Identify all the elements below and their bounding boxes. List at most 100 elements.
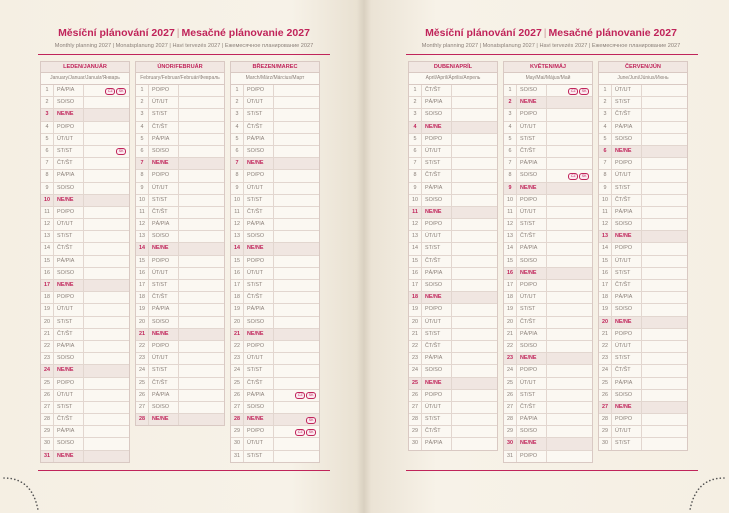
note-field[interactable] xyxy=(547,97,592,108)
note-field[interactable] xyxy=(547,219,592,230)
note-field[interactable] xyxy=(274,195,319,206)
note-field[interactable] xyxy=(84,170,129,181)
note-field[interactable] xyxy=(452,183,497,194)
note-field[interactable] xyxy=(274,158,319,169)
note-field[interactable] xyxy=(642,158,687,169)
note-field[interactable] xyxy=(452,438,497,449)
note-field[interactable] xyxy=(179,341,224,352)
note-field[interactable] xyxy=(274,134,319,145)
note-field[interactable] xyxy=(179,268,224,279)
note-field[interactable] xyxy=(547,341,592,352)
note-field[interactable] xyxy=(452,268,497,279)
note-field[interactable] xyxy=(179,390,224,401)
note-field[interactable] xyxy=(274,122,319,133)
note-field[interactable] xyxy=(547,438,592,449)
note-field[interactable] xyxy=(274,378,319,389)
note-field[interactable] xyxy=(84,390,129,401)
note-field[interactable]: CZ SK xyxy=(547,170,592,181)
note-field[interactable] xyxy=(452,341,497,352)
note-field[interactable] xyxy=(179,317,224,328)
note-field[interactable] xyxy=(452,292,497,303)
note-field[interactable] xyxy=(642,390,687,401)
note-field[interactable] xyxy=(452,97,497,108)
note-field[interactable] xyxy=(179,195,224,206)
note-field[interactable] xyxy=(274,317,319,328)
note-field[interactable] xyxy=(274,207,319,218)
note-field[interactable] xyxy=(547,378,592,389)
note-field[interactable]: SK xyxy=(84,146,129,157)
note-field[interactable] xyxy=(642,292,687,303)
note-field[interactable] xyxy=(642,256,687,267)
note-field[interactable] xyxy=(179,85,224,96)
note-field[interactable]: SK xyxy=(274,414,319,425)
note-field[interactable] xyxy=(642,378,687,389)
note-field[interactable] xyxy=(274,280,319,291)
note-field[interactable] xyxy=(274,170,319,181)
note-field[interactable] xyxy=(642,304,687,315)
note-field[interactable] xyxy=(179,158,224,169)
note-field[interactable] xyxy=(642,353,687,364)
note-field[interactable] xyxy=(642,195,687,206)
note-field[interactable] xyxy=(179,170,224,181)
note-field[interactable] xyxy=(84,353,129,364)
note-field[interactable] xyxy=(274,243,319,254)
note-field[interactable] xyxy=(179,219,224,230)
note-field[interactable] xyxy=(84,378,129,389)
note-field[interactable] xyxy=(452,207,497,218)
note-field[interactable] xyxy=(179,304,224,315)
note-field[interactable] xyxy=(179,402,224,413)
note-field[interactable] xyxy=(84,438,129,449)
note-field[interactable] xyxy=(179,280,224,291)
note-field[interactable] xyxy=(274,109,319,120)
note-field[interactable] xyxy=(642,146,687,157)
note-field[interactable] xyxy=(452,122,497,133)
note-field[interactable] xyxy=(452,231,497,242)
note-field[interactable] xyxy=(452,304,497,315)
note-field[interactable] xyxy=(84,122,129,133)
note-field[interactable] xyxy=(179,122,224,133)
note-field[interactable] xyxy=(452,390,497,401)
note-field[interactable] xyxy=(452,365,497,376)
note-field[interactable] xyxy=(274,219,319,230)
note-field[interactable] xyxy=(452,280,497,291)
note-field[interactable] xyxy=(642,268,687,279)
note-field[interactable] xyxy=(642,280,687,291)
note-field[interactable] xyxy=(452,158,497,169)
note-field[interactable] xyxy=(547,390,592,401)
note-field[interactable] xyxy=(452,109,497,120)
note-field[interactable]: CZ SK xyxy=(274,426,319,437)
note-field[interactable] xyxy=(179,329,224,340)
note-field[interactable] xyxy=(452,353,497,364)
note-field[interactable] xyxy=(547,329,592,340)
note-field[interactable] xyxy=(547,280,592,291)
note-field[interactable] xyxy=(547,414,592,425)
note-field[interactable] xyxy=(547,183,592,194)
note-field[interactable] xyxy=(547,292,592,303)
note-field[interactable] xyxy=(452,85,497,96)
note-field[interactable] xyxy=(547,304,592,315)
note-field[interactable] xyxy=(179,231,224,242)
note-field[interactable] xyxy=(452,256,497,267)
note-field[interactable] xyxy=(84,365,129,376)
note-field[interactable] xyxy=(84,195,129,206)
note-field[interactable] xyxy=(452,329,497,340)
note-field[interactable] xyxy=(642,402,687,413)
note-field[interactable] xyxy=(179,146,224,157)
note-field[interactable] xyxy=(642,134,687,145)
note-field[interactable] xyxy=(274,353,319,364)
note-field[interactable] xyxy=(84,219,129,230)
note-field[interactable] xyxy=(84,97,129,108)
note-field[interactable] xyxy=(642,426,687,437)
note-field[interactable] xyxy=(547,195,592,206)
note-field[interactable] xyxy=(642,231,687,242)
note-field[interactable] xyxy=(84,207,129,218)
note-field[interactable] xyxy=(452,219,497,230)
note-field[interactable] xyxy=(547,317,592,328)
note-field[interactable] xyxy=(179,134,224,145)
note-field[interactable] xyxy=(84,109,129,120)
note-field[interactable] xyxy=(84,183,129,194)
note-field[interactable] xyxy=(452,170,497,181)
note-field[interactable] xyxy=(179,109,224,120)
note-field[interactable] xyxy=(274,292,319,303)
note-field[interactable] xyxy=(84,414,129,425)
